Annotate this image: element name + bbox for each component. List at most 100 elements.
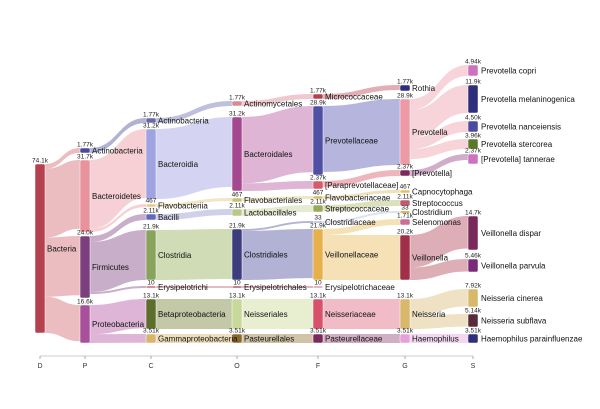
node-clostridia[interactable] <box>145 229 157 281</box>
node-clostridium[interactable] <box>399 210 411 214</box>
node-paraprevotellaceae[interactable] <box>312 180 324 190</box>
node-prevotella[interactable] <box>399 98 411 166</box>
node-label-neisseria_subflava: Neisseria subflava <box>481 317 547 326</box>
node-value-prevotella_tannerae: 2.37k <box>465 148 482 155</box>
link-clostridiaceae-to-clostridium <box>323 211 400 223</box>
node-value-neisseria: 13.1k <box>397 293 414 300</box>
node-flavobacteriia[interactable] <box>145 203 157 208</box>
link-proteobacteria-to-gammaproteobacteria <box>90 334 146 343</box>
node-bacteria[interactable] <box>34 163 46 334</box>
node-label-firmicutes: Firmicutes <box>92 263 129 272</box>
node-capnocytophaga[interactable] <box>399 189 411 194</box>
node-pasteurellaceae[interactable] <box>312 333 324 344</box>
node-prevotella_stercorea[interactable] <box>467 138 479 150</box>
node-value-clostridiales: 21.9k <box>229 223 246 230</box>
link-bacteroidia-to-bacteroidales <box>156 117 232 199</box>
level-label-S: S <box>471 363 476 370</box>
node-prevotella_melaninogenica[interactable] <box>467 84 479 114</box>
node-bacteroidetes[interactable] <box>79 159 91 233</box>
node-value-haemophilus: 3.51k <box>397 328 414 335</box>
link-paraprevotellaceae-to-prevotella_br <box>323 170 400 187</box>
node-actinobacteria_p[interactable] <box>79 147 91 154</box>
node-bacteroidales[interactable] <box>231 116 243 192</box>
node-label-flavobacteriales: Flavobacteriales <box>244 196 302 205</box>
link-bacteroidales-to-prevotellaceae <box>242 106 313 184</box>
node-neisseria[interactable] <box>399 298 411 330</box>
node-betaproteobacteria[interactable] <box>145 298 157 330</box>
node-gammaproteobacteria[interactable] <box>145 333 157 344</box>
link-firmicutes-to-bacilli <box>90 214 146 242</box>
node-label-flavobacteriia: Flavobacteriia <box>158 202 208 211</box>
node-bacilli[interactable] <box>145 213 157 221</box>
node-label-betaproteobacteria: Betaproteobacteria <box>158 310 226 319</box>
node-erysipelotrichaceae[interactable] <box>312 285 324 289</box>
node-value-pasteurellales: 3.51k <box>229 328 246 335</box>
node-clostridiales[interactable] <box>231 228 243 281</box>
node-firmicutes[interactable] <box>79 235 91 299</box>
node-pasteurellales[interactable] <box>231 333 243 344</box>
node-lactobacillales[interactable] <box>231 208 243 217</box>
node-label-clostridium: Clostridium <box>412 208 452 217</box>
link-micrococcaceae-to-rothia <box>323 85 400 99</box>
node-neisseriaceae[interactable] <box>312 298 324 330</box>
node-prevotella_copri[interactable] <box>467 64 479 77</box>
node-micrococcaceae[interactable] <box>312 93 324 100</box>
node-erysipelotrichales[interactable] <box>231 285 243 289</box>
node-actinomycetales[interactable] <box>231 100 243 107</box>
link-veillonella-to-veillonella_dispar <box>410 216 468 268</box>
node-label-prevotella: Prevotella <box>412 128 448 137</box>
node-value-prevotella_copri: 4.94k <box>465 59 482 66</box>
link-clostridiales-to-veillonellaceae <box>242 229 313 280</box>
node-prevotella_nanceiensis[interactable] <box>467 120 479 133</box>
link-erysipelotrichi-to-erysipelotrichales <box>156 286 232 288</box>
node-label-erysipelotrichaceae: Erysipelotrichaceae <box>325 283 395 292</box>
level-label-F: F <box>316 363 320 370</box>
node-neisseria_cinerea[interactable] <box>467 288 479 308</box>
node-veillonellaceae[interactable] <box>312 228 324 281</box>
node-proteobacteria[interactable] <box>79 304 91 344</box>
node-label-selenomonas: Selenomonas <box>412 218 461 227</box>
node-value-actinobacteria_c: 1.77k <box>143 112 160 119</box>
node-erysipelotrichi[interactable] <box>145 285 157 289</box>
node-bacteroidia[interactable] <box>145 128 157 200</box>
node-label-pasteurellaceae: Pasteurellaceae <box>325 335 383 344</box>
node-value-flavobacteriales: 467 <box>232 192 243 199</box>
link-flavobacteriales-to-flavobacteriaceae <box>242 196 313 201</box>
node-neisseriales[interactable] <box>231 298 243 330</box>
node-prevotella_br[interactable] <box>399 169 411 177</box>
node-label-proteobacteria: Proteobacteria <box>92 320 145 329</box>
link-pasteurellaceae-to-haemophilus <box>323 334 400 343</box>
node-neisseria_subflava[interactable] <box>467 313 479 328</box>
node-label-bacteroidia: Bacteroidia <box>158 160 199 169</box>
node-veillonella[interactable] <box>399 234 411 281</box>
node-streptococcus[interactable] <box>399 199 411 207</box>
link-erysipelotrichales-to-erysipelotrichaceae <box>242 286 313 288</box>
node-haemophilus[interactable] <box>399 333 411 344</box>
node-flavobacteriales[interactable] <box>231 197 243 203</box>
node-prevotellaceae[interactable] <box>312 105 324 176</box>
node-haemophilus_parainfluenzae[interactable] <box>467 333 479 344</box>
node-label-paraprevotellaceae: [Paraprevotellaceae] <box>325 181 398 190</box>
node-label-prevotella_br: [Prevotella] <box>412 169 452 178</box>
node-value-erysipelotrichi: 10 <box>147 280 155 287</box>
node-value-prevotella: 28.9k <box>397 93 414 100</box>
node-value-lactobacillales: 2.11k <box>229 203 245 210</box>
node-label-haemophilus: Haemophilus <box>412 335 459 344</box>
node-label-veillonella_parvula: Veillonella parvula <box>481 262 546 271</box>
node-clostridiaceae[interactable] <box>312 220 324 224</box>
node-flavobacteriaceae[interactable] <box>312 195 324 200</box>
node-label-streptococcus: Streptococcus <box>412 199 463 208</box>
node-rothia[interactable] <box>399 84 411 92</box>
node-veillonella_dispar[interactable] <box>467 215 479 251</box>
node-prevotella_tannerae[interactable] <box>467 153 479 165</box>
node-label-prevotella_tannerae: [Prevotella] tannerae <box>481 155 555 164</box>
node-label-erysipelotrichi: Erysipelotrichi <box>158 283 208 292</box>
node-label-prevotella_nanceiensis: Prevotella nanceiensis <box>481 123 561 132</box>
node-veillonella_parvula[interactable] <box>467 258 479 273</box>
node-streptococcaceae[interactable] <box>312 204 324 213</box>
node-actinobacteria_c[interactable] <box>145 117 157 124</box>
level-label-C: C <box>148 363 153 370</box>
link-haemophilus-to-haemophilus_parainfluenzae <box>410 334 468 343</box>
node-selenomonas[interactable] <box>399 218 411 226</box>
